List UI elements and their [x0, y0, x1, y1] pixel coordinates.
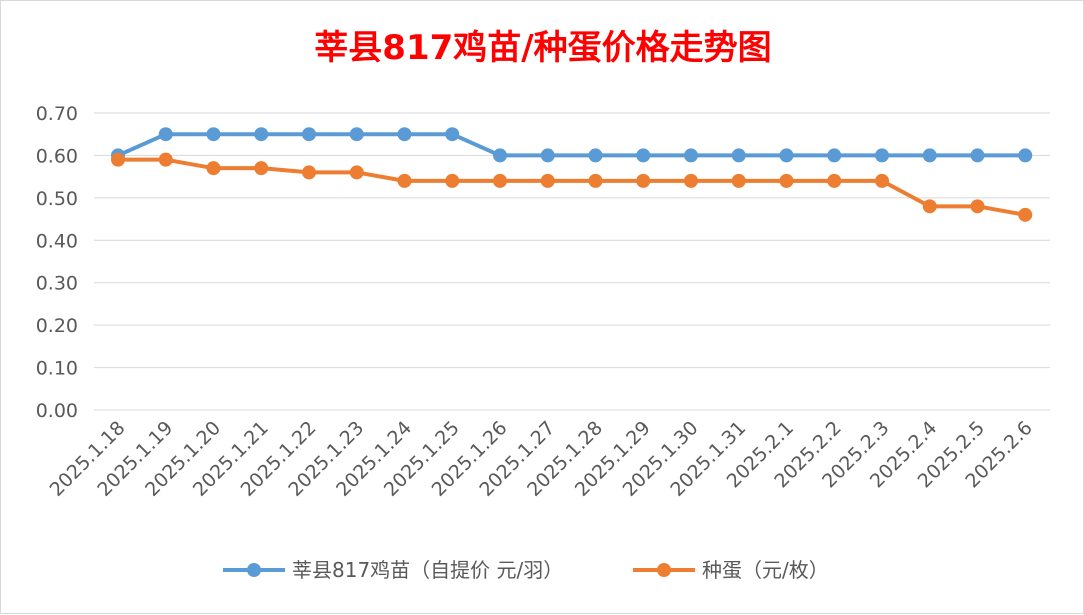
data-point [827, 148, 842, 163]
data-point [1018, 148, 1033, 163]
data-point [493, 173, 507, 188]
data-point [779, 173, 794, 188]
data-point [254, 127, 269, 142]
legend-label: 种蛋（元/枚） [702, 558, 829, 582]
data-point [206, 127, 221, 142]
data-point [445, 173, 460, 188]
series-line [116, 132, 1028, 158]
y-tick-label: 0.30 [36, 273, 78, 295]
data-point [731, 173, 746, 188]
data-point [254, 161, 269, 176]
data-point [349, 165, 364, 180]
legend-swatch-marker [657, 563, 671, 577]
data-point [349, 127, 364, 142]
data-point [827, 173, 842, 188]
series-lines [111, 127, 1033, 222]
legend-swatch-marker [247, 563, 261, 577]
legend: 莘县817鸡苗（自提价 元/羽） 种蛋（元/枚） [223, 558, 829, 582]
series-2 [111, 152, 1033, 222]
data-point [731, 148, 746, 163]
y-axis-ticks: 0.00 0.10 0.20 0.30 0.40 0.50 0.60 0.70 [36, 103, 78, 422]
data-point [922, 199, 937, 214]
data-point [1018, 207, 1033, 222]
data-point [158, 152, 173, 167]
legend-label: 莘县817鸡苗（自提价 元/羽） [292, 558, 563, 582]
data-point [397, 173, 412, 188]
gridlines [94, 112, 1050, 411]
data-point [493, 148, 507, 163]
data-point [636, 173, 651, 188]
legend-item: 种蛋（元/枚） [633, 558, 829, 582]
data-point [588, 173, 603, 188]
y-tick-label: 0.20 [36, 315, 78, 337]
data-point [922, 148, 937, 163]
x-axis-ticks: 2025.1.182025.1.192025.1.202025.1.212025… [46, 417, 1037, 501]
series-1 [111, 127, 1033, 163]
y-tick-label: 0.10 [36, 358, 78, 380]
data-point [875, 148, 889, 163]
data-point [397, 127, 412, 142]
data-point [684, 173, 698, 188]
data-point [636, 148, 651, 163]
y-tick-label: 0.40 [36, 230, 78, 252]
data-point [875, 173, 889, 188]
data-point [445, 127, 460, 142]
data-point [540, 173, 555, 188]
data-point [302, 165, 316, 180]
y-tick-label: 0.60 [36, 145, 78, 167]
data-point [158, 127, 173, 142]
chart-title: 莘县817鸡苗/种蛋价格走势图 [314, 28, 771, 68]
y-tick-label: 0.70 [36, 103, 78, 125]
data-point [540, 148, 555, 163]
data-point [206, 161, 221, 176]
y-tick-label: 0.00 [36, 400, 78, 422]
data-point [684, 148, 698, 163]
data-point [779, 148, 794, 163]
legend-item: 莘县817鸡苗（自提价 元/羽） [223, 558, 563, 582]
data-point [970, 199, 985, 214]
y-tick-label: 0.50 [36, 188, 78, 210]
data-point [970, 148, 985, 163]
series-line [116, 157, 1028, 217]
data-point [111, 152, 125, 167]
data-point [588, 148, 603, 163]
data-point [302, 127, 316, 142]
